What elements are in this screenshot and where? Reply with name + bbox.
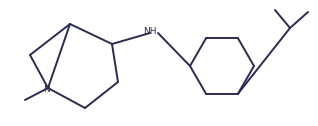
- Text: N: N: [44, 85, 50, 93]
- Text: NH: NH: [143, 27, 157, 37]
